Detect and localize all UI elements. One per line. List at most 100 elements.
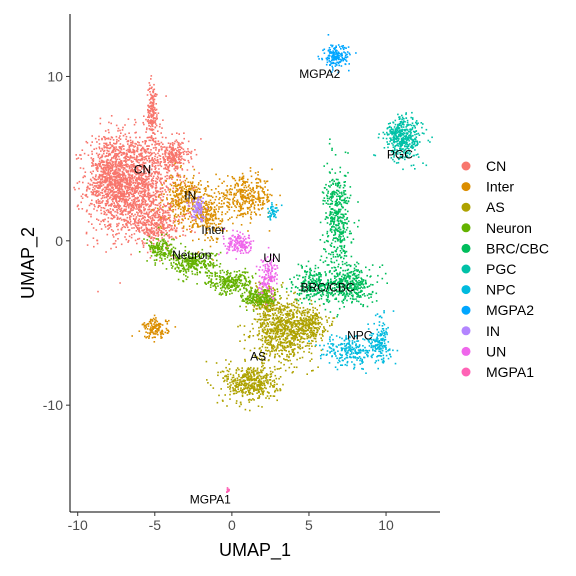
data-point xyxy=(230,206,233,208)
data-point xyxy=(172,200,175,202)
data-point xyxy=(107,173,109,176)
data-point xyxy=(237,201,239,203)
data-point xyxy=(241,203,244,206)
data-point xyxy=(271,313,274,315)
data-point xyxy=(264,346,267,349)
data-point xyxy=(260,324,262,327)
data-point xyxy=(292,330,294,333)
data-point xyxy=(279,307,281,309)
data-point xyxy=(274,330,277,332)
data-point xyxy=(262,197,265,199)
data-point xyxy=(158,154,160,157)
data-point xyxy=(257,405,260,407)
data-point xyxy=(100,185,102,187)
data-point xyxy=(172,164,175,167)
data-point xyxy=(240,387,242,389)
data-point xyxy=(187,199,190,201)
data-point xyxy=(280,317,282,320)
data-point xyxy=(110,180,112,183)
data-point xyxy=(212,387,215,389)
data-point xyxy=(180,181,183,184)
data-point xyxy=(281,349,283,352)
data-point xyxy=(108,182,111,184)
data-point xyxy=(245,370,248,372)
data-point xyxy=(272,317,275,320)
data-point xyxy=(133,200,136,203)
data-point xyxy=(272,329,275,331)
data-point xyxy=(138,330,141,332)
data-point xyxy=(257,185,260,188)
data-point xyxy=(253,386,256,389)
data-point xyxy=(242,391,245,394)
data-point xyxy=(123,218,126,221)
data-point xyxy=(256,198,258,200)
data-point xyxy=(100,156,103,159)
data-point xyxy=(286,320,289,323)
data-point xyxy=(174,191,177,193)
data-point xyxy=(152,201,155,203)
data-point xyxy=(266,322,269,324)
data-point xyxy=(77,157,80,159)
data-point xyxy=(250,199,253,202)
data-point xyxy=(103,190,106,193)
data-point xyxy=(145,175,147,178)
data-point xyxy=(270,328,272,330)
data-point xyxy=(156,156,159,159)
data-point xyxy=(124,201,126,204)
data-point xyxy=(239,340,241,342)
data-point xyxy=(113,204,116,206)
data-point xyxy=(230,360,232,363)
data-point xyxy=(217,237,219,240)
data-point xyxy=(130,236,133,239)
data-point xyxy=(103,145,105,147)
data-point xyxy=(135,173,137,176)
data-point xyxy=(114,180,117,182)
data-point xyxy=(105,172,107,174)
data-point xyxy=(108,197,111,200)
data-point xyxy=(281,333,284,335)
data-point xyxy=(93,177,96,180)
data-point xyxy=(174,148,177,150)
data-point xyxy=(287,341,289,343)
data-point xyxy=(235,216,238,219)
data-point xyxy=(137,165,139,167)
data-point xyxy=(276,353,279,355)
data-point xyxy=(106,175,108,177)
data-point xyxy=(270,373,273,375)
data-point xyxy=(203,193,206,195)
data-point xyxy=(137,221,140,224)
data-point xyxy=(129,183,131,185)
data-point xyxy=(167,153,170,155)
data-point xyxy=(161,332,163,335)
data-point xyxy=(167,209,169,212)
data-point xyxy=(192,224,194,226)
data-point xyxy=(148,192,151,195)
data-point xyxy=(162,218,164,220)
data-point xyxy=(90,157,93,159)
data-point xyxy=(286,355,288,358)
data-point xyxy=(141,179,144,182)
data-point xyxy=(140,190,143,193)
data-point xyxy=(303,317,305,319)
data-point xyxy=(193,186,196,189)
data-point xyxy=(195,186,198,188)
data-point xyxy=(151,231,154,234)
data-point xyxy=(172,153,174,155)
data-point xyxy=(145,323,148,326)
data-point xyxy=(277,316,279,319)
data-point xyxy=(110,229,113,231)
data-point xyxy=(155,210,158,213)
data-point xyxy=(239,191,242,193)
data-point xyxy=(126,203,129,206)
data-point xyxy=(122,151,125,154)
data-point xyxy=(150,110,152,112)
data-point xyxy=(182,210,185,212)
data-point xyxy=(283,346,286,348)
data-point xyxy=(229,386,232,389)
data-point xyxy=(129,155,132,157)
data-point xyxy=(213,211,215,213)
data-point xyxy=(165,152,167,154)
data-point xyxy=(138,141,140,144)
data-point xyxy=(147,213,150,216)
data-point xyxy=(130,166,133,168)
